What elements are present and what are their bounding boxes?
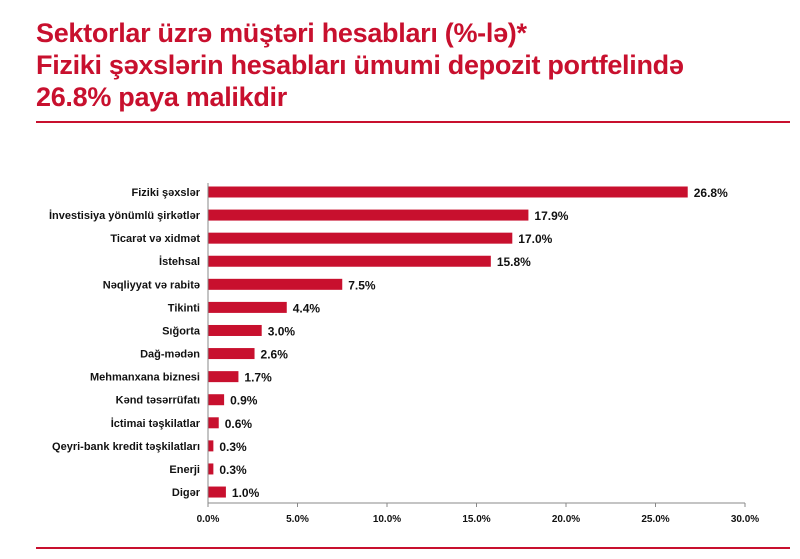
category-label: İctimai təşkilatlar	[111, 417, 201, 430]
data-label: 15.8%	[497, 255, 531, 269]
category-label: Enerji	[169, 464, 200, 476]
data-label: 0.9%	[230, 394, 258, 408]
category-label: Ticarət və xidmət	[110, 233, 200, 245]
title-line-3: 26.8% paya malikdir	[36, 82, 287, 112]
data-label: 1.0%	[232, 486, 260, 500]
bar	[208, 301, 287, 313]
bar	[208, 440, 214, 452]
bar	[208, 394, 225, 406]
data-label: 17.9%	[534, 209, 568, 223]
data-label: 17.0%	[518, 232, 552, 246]
slide-title: Sektorlar üzrə müştəri hesabları (%-lə)*…	[36, 17, 684, 113]
category-label: Kənd təsərrüfatı	[116, 395, 200, 407]
bar	[208, 278, 343, 290]
title-line-2: Fiziki şəxslərin hesabları ümumi depozit…	[36, 50, 684, 80]
bar	[208, 417, 219, 429]
x-tick-label: 30.0%	[731, 514, 759, 525]
bar	[208, 186, 688, 198]
bar	[208, 232, 513, 244]
category-label: Tikinti	[168, 302, 200, 314]
bar	[208, 324, 262, 336]
category-label: Nəqliyyat və rabitə	[103, 279, 200, 291]
data-label: 1.7%	[244, 371, 272, 385]
bar	[208, 209, 529, 221]
data-label: 2.6%	[261, 348, 289, 362]
bar	[208, 255, 491, 267]
bar	[208, 486, 226, 498]
data-label: 0.3%	[219, 463, 247, 477]
category-label: Fiziki şəxslər	[132, 187, 201, 199]
x-tick-label: 10.0%	[373, 514, 401, 525]
data-label: 0.3%	[219, 440, 247, 454]
x-tick-label: 5.0%	[286, 514, 309, 525]
x-tick-label: 0.0%	[197, 514, 220, 525]
bar	[208, 463, 214, 475]
data-label: 4.4%	[293, 301, 321, 315]
data-label: 7.5%	[348, 278, 376, 292]
bottom-divider	[36, 547, 790, 549]
category-label: İstehsal	[159, 255, 200, 268]
category-label: Mehmanxana biznesi	[90, 372, 200, 384]
category-label: Qeyri-bank kredit təşkilatları	[52, 441, 200, 453]
x-tick-label: 20.0%	[552, 514, 580, 525]
data-label: 3.0%	[268, 324, 296, 338]
bar	[208, 371, 239, 383]
bar	[208, 348, 255, 360]
top-divider	[36, 121, 790, 123]
x-tick-label: 15.0%	[462, 514, 490, 525]
data-label: 0.6%	[225, 417, 253, 431]
category-label: İnvestisiya yönümlü şirkətlər	[49, 209, 201, 222]
category-label: Digər	[172, 487, 201, 499]
x-tick-label: 25.0%	[641, 514, 669, 525]
data-label: 26.8%	[694, 186, 728, 200]
category-label: Dağ-mədən	[140, 349, 200, 361]
category-label: Sığorta	[162, 325, 201, 337]
title-line-1: Sektorlar üzrə müştəri hesabları (%-lə)*	[36, 18, 527, 48]
